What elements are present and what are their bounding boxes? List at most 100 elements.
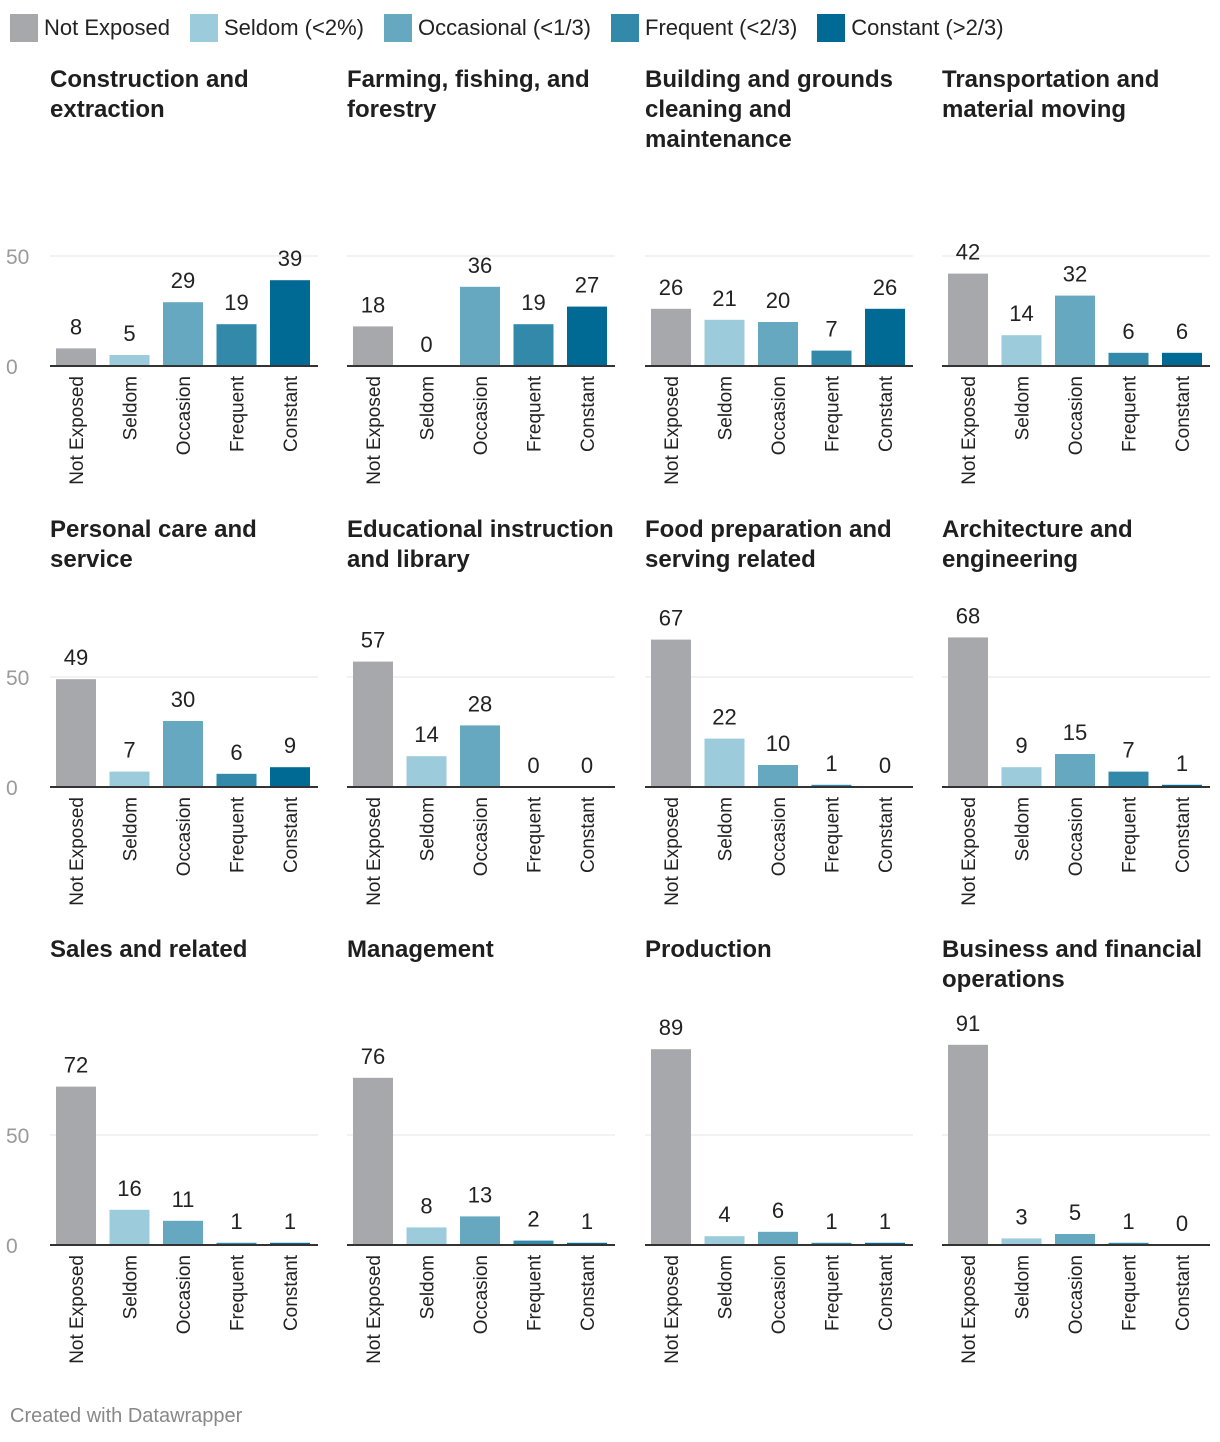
- x-tick-label: Frequent: [823, 375, 844, 452]
- legend-label: Constant (>2/3): [851, 15, 1004, 40]
- x-tick-label: Seldom: [716, 1255, 737, 1319]
- data-label: 26: [659, 275, 683, 300]
- data-label: 67: [659, 606, 683, 631]
- bar-not-exposed: [651, 308, 691, 366]
- x-tick-label: Not Exposed: [662, 1255, 683, 1364]
- legend-item-seldom: Seldom (<2%): [189, 14, 364, 42]
- legend-swatch: [383, 14, 412, 42]
- bar-occasion: [163, 1220, 203, 1245]
- x-tick-label: Occasion: [174, 376, 195, 455]
- panel-title: Business and financial operations: [942, 936, 1203, 993]
- data-label: 28: [468, 691, 492, 716]
- x-tick-label: Constant: [578, 796, 599, 873]
- x-tick-label: Constant: [1173, 1254, 1194, 1331]
- bar-seldom: [109, 355, 150, 366]
- data-label: 19: [521, 290, 545, 315]
- data-label: 32: [1063, 262, 1087, 287]
- y-tick-label: 50: [6, 667, 29, 690]
- data-label: 9: [284, 733, 296, 758]
- bar-frequent: [216, 1242, 257, 1245]
- bar-occasion: [1055, 295, 1095, 366]
- data-label: 6: [1176, 319, 1188, 344]
- x-tick-label: Frequent: [1120, 796, 1141, 873]
- x-tick-label: Seldom: [121, 376, 142, 440]
- data-label: 29: [171, 268, 195, 293]
- x-tick-label: Occasion: [471, 1255, 492, 1334]
- y-tick-label: 0: [6, 356, 18, 379]
- legend-swatch: [189, 14, 218, 42]
- bar-seldom: [1001, 1238, 1042, 1245]
- x-tick-label: Occasion: [769, 376, 790, 455]
- x-tick-label: Frequent: [525, 375, 546, 452]
- legend-label: Occasional (<1/3): [417, 15, 592, 40]
- x-tick-label: Constant: [281, 375, 302, 452]
- y-axis: 0 50: [6, 667, 29, 800]
- x-tick-label: Frequent: [1120, 375, 1141, 452]
- x-tick-label: Not Exposed: [67, 1255, 88, 1364]
- x-tick-label: Constant: [281, 1254, 302, 1331]
- bar-not-exposed: [353, 326, 393, 366]
- bar-occasion: [163, 302, 203, 366]
- bar-frequent: [811, 1242, 852, 1245]
- legend-swatch: [10, 14, 38, 42]
- data-label: 7: [825, 317, 837, 342]
- bar-frequent: [216, 324, 257, 366]
- data-label: 1: [825, 1209, 837, 1234]
- data-label: 39: [278, 246, 302, 271]
- bar-constant: [1162, 352, 1202, 366]
- bar-seldom: [406, 1227, 447, 1245]
- x-tick-label: Seldom: [1013, 797, 1034, 861]
- panel-title: Construction and extraction: [50, 66, 249, 123]
- x-tick-label: Not Exposed: [662, 376, 683, 485]
- bar-chart: 42 14 32 6 6 Not Exposed Seldom Occasion Frequen…: [942, 240, 1210, 485]
- data-label: 1: [230, 1209, 242, 1234]
- data-label: 0: [527, 753, 539, 778]
- panel-title: Transportation and material moving: [942, 66, 1160, 123]
- y-tick-label: 0: [6, 1235, 18, 1258]
- data-label: 1: [879, 1209, 891, 1234]
- data-label: 13: [468, 1182, 492, 1207]
- x-tick-label: Occasion: [471, 797, 492, 876]
- data-label: 16: [117, 1176, 141, 1201]
- bar-frequent: [811, 350, 852, 366]
- bar-chart: 91 3 5 1 0 Not Exposed Seldom Occasion Frequent C…: [942, 1011, 1210, 1364]
- panel-title: Food preparation and serving related: [645, 516, 892, 573]
- x-tick-label: Constant: [281, 796, 302, 873]
- data-label: 27: [575, 273, 599, 298]
- x-tick-label: Occasion: [174, 797, 195, 876]
- bar-occasion: [758, 322, 798, 366]
- data-label: 8: [420, 1193, 432, 1218]
- data-label: 26: [873, 275, 897, 300]
- x-tick-label: Seldom: [418, 797, 439, 861]
- x-tick-label: Frequent: [823, 1254, 844, 1331]
- data-label: 6: [772, 1198, 784, 1223]
- bar-chart: 76 8 13 2 1 Not Exposed Seldom Occasion Frequent…: [347, 1044, 615, 1364]
- bar-not-exposed: [948, 1044, 988, 1245]
- data-label: 6: [230, 740, 242, 765]
- data-label: 9: [1015, 733, 1027, 758]
- panel-title: Architecture and engineering: [942, 516, 1133, 573]
- y-tick-label: 0: [6, 777, 18, 800]
- bar-seldom: [1001, 335, 1042, 366]
- bar-frequent: [1108, 1242, 1149, 1245]
- x-tick-label: Frequent: [228, 796, 249, 873]
- x-tick-label: Seldom: [418, 376, 439, 440]
- legend-item-frequent: Frequent (<2/3): [611, 14, 797, 42]
- data-label: 1: [825, 751, 837, 776]
- data-label: 14: [414, 722, 438, 747]
- bar-not-exposed: [353, 1077, 393, 1245]
- bar-frequent: [513, 324, 554, 366]
- bar-frequent: [513, 1240, 554, 1245]
- panel-title: Building and grounds cleaning and mainte…: [645, 66, 893, 153]
- data-label: 20: [766, 288, 790, 313]
- x-tick-label: Not Exposed: [662, 797, 683, 906]
- bar-frequent: [1108, 771, 1149, 787]
- bar-chart: 57 14 28 0 0 Not Exposed Seldom Occasion Frequen…: [347, 628, 615, 906]
- data-label: 0: [1176, 1211, 1188, 1236]
- data-label: 7: [1122, 738, 1134, 763]
- x-tick-label: Not Exposed: [959, 376, 980, 485]
- data-label: 1: [581, 1209, 593, 1234]
- data-label: 1: [1122, 1209, 1134, 1234]
